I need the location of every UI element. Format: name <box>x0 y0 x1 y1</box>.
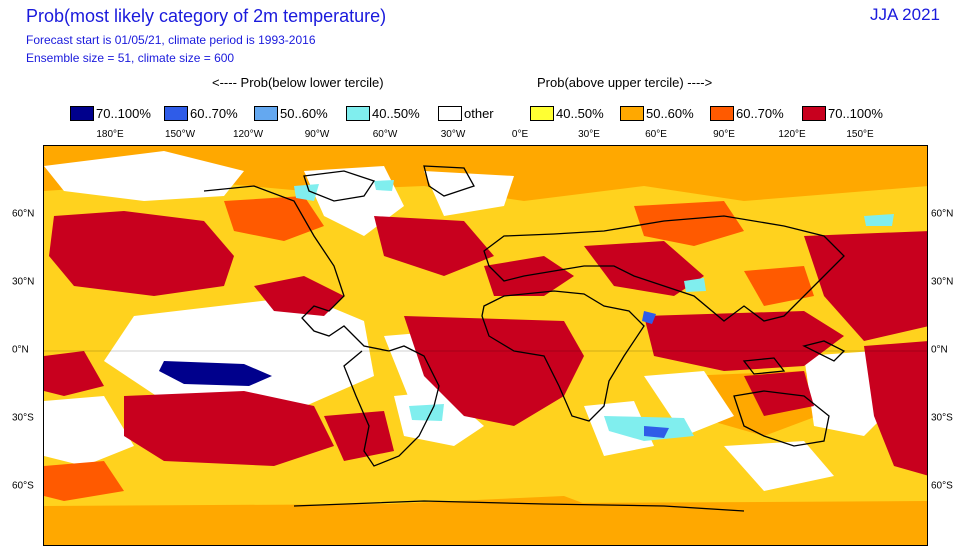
lon-label: 120°W <box>232 129 264 140</box>
legend-item: 60..70% <box>710 104 784 122</box>
lat-label-left: 60°N <box>12 208 35 220</box>
lon-label: 120°E <box>778 129 806 140</box>
legend-swatch <box>620 105 644 121</box>
legend-item: 50..60% <box>254 104 328 122</box>
orange-patches <box>44 146 927 545</box>
lon-label: 180°E <box>96 129 124 140</box>
legend-item: other <box>438 104 494 122</box>
legend-label: 40..50% <box>556 105 604 121</box>
lon-label: 30°E <box>578 129 600 140</box>
forecast-info: Forecast start is 01/05/21, climate peri… <box>26 33 316 47</box>
legend-label: 70..100% <box>96 105 151 121</box>
legend-label: other <box>464 105 494 121</box>
lon-label: 30°W <box>440 129 466 140</box>
deep-red-areas <box>44 211 927 476</box>
legend-swatch <box>710 105 734 121</box>
lon-label: 90°E <box>713 129 735 140</box>
legend-swatch <box>164 105 188 121</box>
lon-label: 60°W <box>372 129 398 140</box>
legend-label: 70..100% <box>828 105 883 121</box>
legend-above-title: Prob(above upper tercile) ----> <box>537 75 713 90</box>
lat-label-right: 60°N <box>931 208 954 220</box>
cold-anomalies <box>159 180 894 441</box>
red-orange-areas <box>44 196 814 501</box>
coastlines <box>203 165 846 512</box>
lat-label-right: 30°S <box>931 412 953 424</box>
legend-item: 50..60% <box>620 104 694 122</box>
legend-item: 40..50% <box>346 104 420 122</box>
ensemble-info: Ensemble size = 51, climate size = 600 <box>26 51 235 65</box>
season-label: JJA 2021 <box>870 5 940 24</box>
lat-label-left: 60°S <box>12 480 34 492</box>
legend-label: 40..50% <box>372 105 420 121</box>
lat-label-left: 0°N <box>12 344 29 356</box>
lon-label: 0°E <box>511 129 529 140</box>
lat-label-left: 30°N <box>12 276 35 288</box>
legend-swatch <box>438 105 462 121</box>
legend-item: 70..100% <box>70 104 151 122</box>
legend-label: 60..70% <box>190 105 238 121</box>
white-other-areas <box>44 151 904 491</box>
legend-swatch <box>70 105 94 121</box>
legend-swatch <box>254 105 278 121</box>
map-title: Prob(most likely category of 2m temperat… <box>26 6 387 26</box>
lon-label: 90°W <box>304 129 330 140</box>
legend-label: 50..60% <box>280 105 328 121</box>
legend-item: 60..70% <box>164 104 238 122</box>
lon-label: 150°E <box>846 129 874 140</box>
legend-swatch <box>802 105 826 121</box>
lon-label: 150°W <box>164 129 196 140</box>
legend-swatch <box>346 105 370 121</box>
lat-label-right: 0°N <box>931 344 948 356</box>
legend-below-title: <---- Prob(below lower tercile) <box>212 75 384 90</box>
legend-label: 50..60% <box>646 105 694 121</box>
probability-map <box>44 146 927 545</box>
lon-label: 60°E <box>645 129 667 140</box>
map-panel <box>43 145 928 546</box>
legend-swatch <box>530 105 554 121</box>
lat-label-right: 60°S <box>931 480 953 492</box>
lat-label-left: 30°S <box>12 412 34 424</box>
legend-label: 60..70% <box>736 105 784 121</box>
lat-label-right: 30°N <box>931 276 954 288</box>
legend-item: 70..100% <box>802 104 883 122</box>
legend-item: 40..50% <box>530 104 604 122</box>
